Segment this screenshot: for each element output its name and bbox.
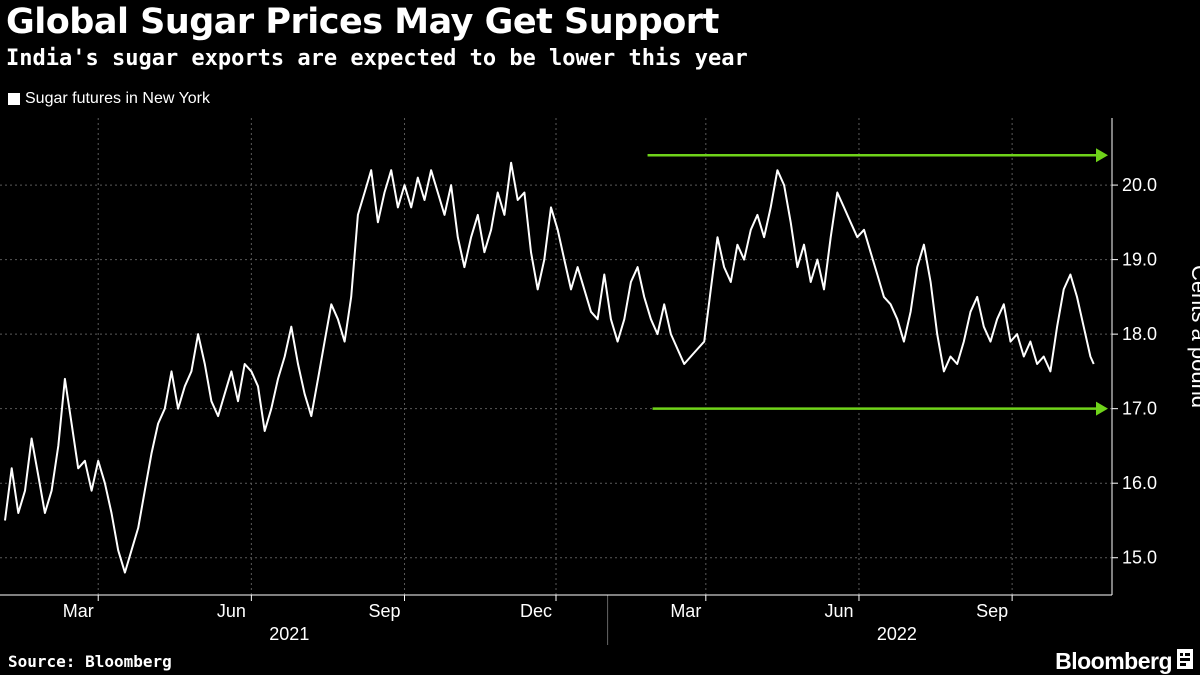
x-tick-label: Mar: [63, 601, 94, 621]
arrow-head: [1096, 401, 1108, 416]
x-tick-label: Dec: [520, 601, 552, 621]
chart-title: Global Sugar Prices May Get Support: [6, 2, 719, 42]
year-label: 2022: [877, 624, 917, 644]
chart-subtitle: India's sugar exports are expected to be…: [6, 46, 748, 71]
legend: Sugar futures in New York: [8, 90, 210, 108]
series-line: [4, 161, 1095, 574]
tick-labels: 15.0 16.0 17.0 18.0 19.0 20.0 Mar Jun Sep Dec Mar J…: [63, 175, 1200, 644]
x-tick-label: Mar: [670, 601, 701, 621]
bloomberg-logo: Bloomberg: [1055, 648, 1172, 674]
legend-label: Sugar futures in New York: [25, 90, 210, 107]
bloomberg-terminal-icon: [1177, 649, 1193, 669]
legend-swatch: [8, 93, 20, 105]
grid-lines: [0, 118, 1112, 595]
x-tick-label: Sep: [976, 601, 1008, 621]
annotations: [647, 148, 1108, 416]
y-tick-label: 17.0: [1122, 399, 1157, 419]
x-tick-label: Jun: [217, 601, 246, 621]
series: [4, 161, 1095, 574]
y-tick-label: 15.0: [1122, 548, 1157, 568]
year-label: 2021: [269, 624, 309, 644]
y-tick-label: 20.0: [1122, 175, 1157, 195]
y-axis-title: Cents a pound: [1187, 265, 1200, 408]
y-tick-label: 18.0: [1122, 324, 1157, 344]
source-note: Source: Bloomberg: [8, 652, 172, 671]
y-tick-label: 19.0: [1122, 250, 1157, 270]
x-tick-label: Jun: [824, 601, 853, 621]
y-tick-label: 16.0: [1122, 473, 1157, 493]
arrow-head: [1096, 148, 1108, 163]
axes: [0, 118, 1118, 645]
x-tick-label: Sep: [368, 601, 400, 621]
